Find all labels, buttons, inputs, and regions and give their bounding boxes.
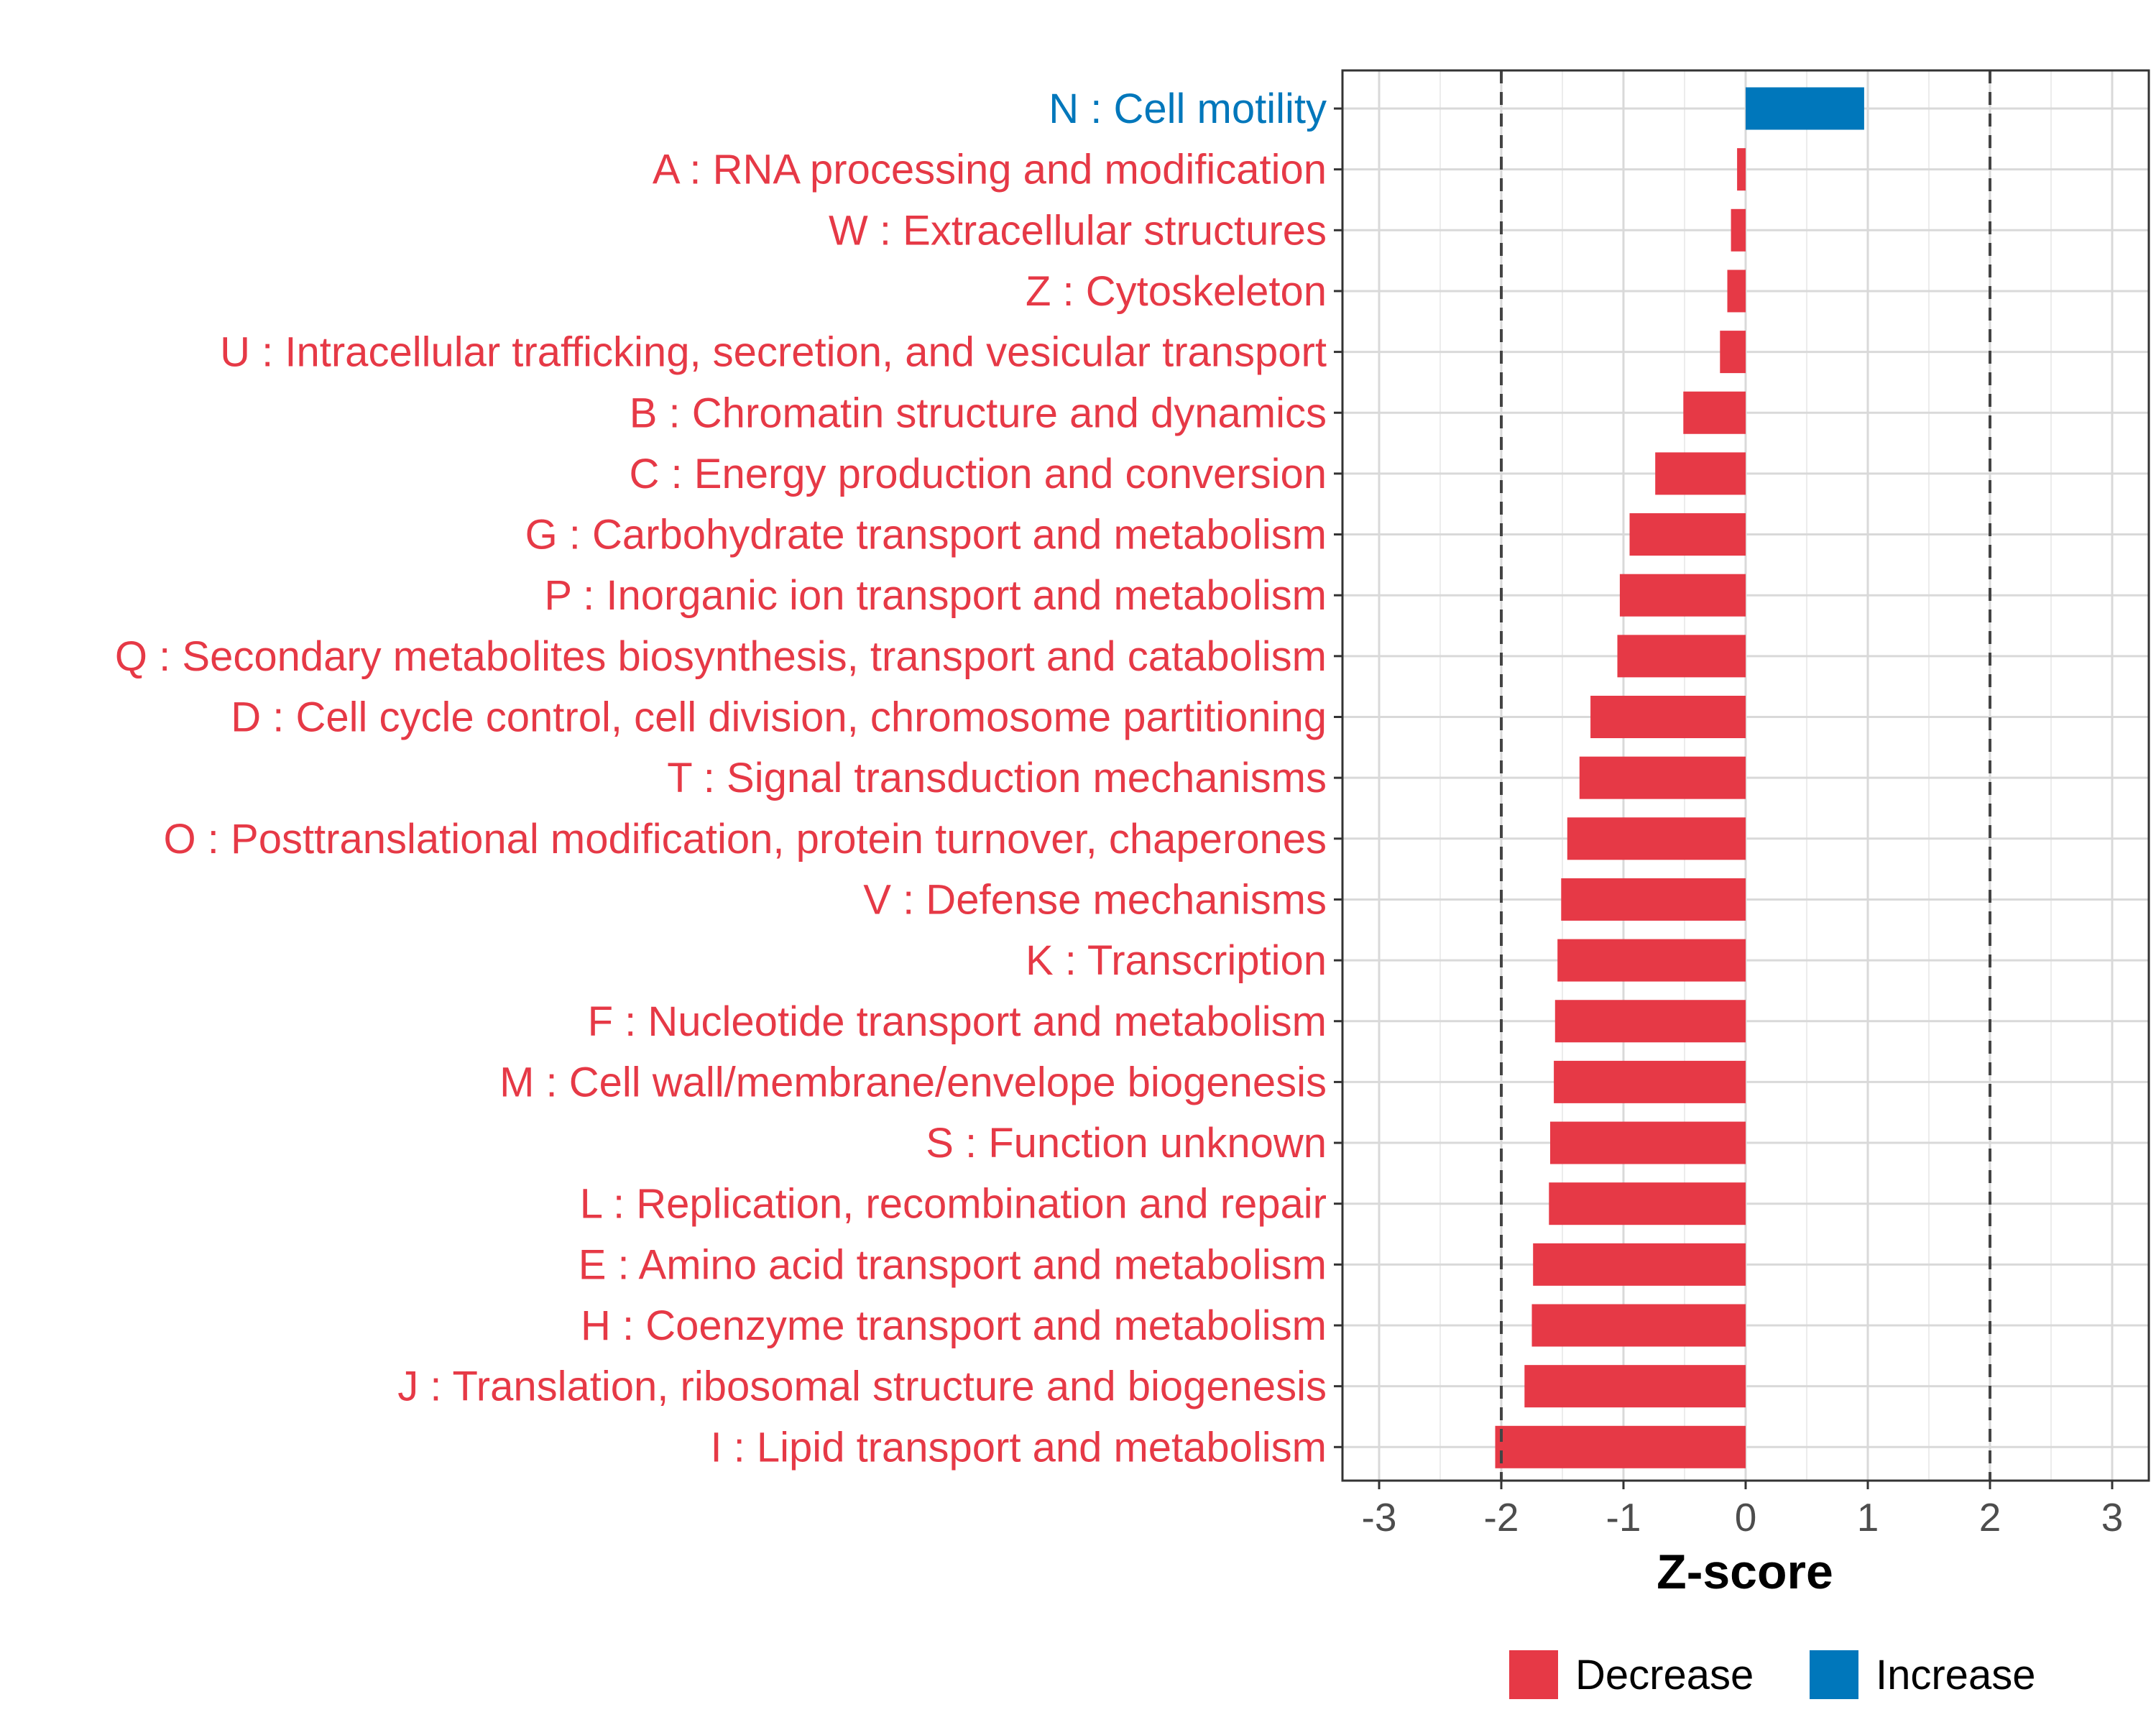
bar xyxy=(1550,1121,1746,1164)
category-label: L : Replication, recombination and repai… xyxy=(580,1181,1327,1228)
category-label: T : Signal transduction mechanisms xyxy=(667,755,1327,801)
bar xyxy=(1531,1304,1746,1347)
category-label: J : Translation, ribosomal structure and… xyxy=(397,1363,1327,1410)
x-tick-label: 0 xyxy=(1735,1495,1757,1540)
category-label: D : Cell cycle control, cell division, c… xyxy=(231,694,1327,741)
category-label: P : Inorganic ion transport and metaboli… xyxy=(544,572,1327,619)
category-label: K : Transcription xyxy=(1026,937,1327,984)
legend-label-increase: Increase xyxy=(1876,1652,2035,1698)
category-label: A : RNA processing and modification xyxy=(653,147,1327,193)
bar xyxy=(1495,1425,1746,1468)
x-axis: -3 -2 -1 0 1 2 3 xyxy=(1362,1481,2124,1540)
bar xyxy=(1557,939,1746,982)
category-label: E : Amino acid transport and metabolism xyxy=(579,1241,1327,1288)
bar xyxy=(1567,817,1746,860)
bar xyxy=(1746,87,1864,130)
category-label: M : Cell wall/membrane/envelope biogenes… xyxy=(499,1059,1327,1105)
legend-label-decrease: Decrease xyxy=(1575,1652,1754,1698)
category-labels: N : Cell motility A : RNA processing and … xyxy=(115,86,1342,1471)
category-label: V : Defense mechanisms xyxy=(863,876,1327,923)
x-tick-label: -1 xyxy=(1606,1495,1641,1540)
x-tick-label: 3 xyxy=(2101,1495,2124,1540)
category-label: Z : Cytoskeleton xyxy=(1026,268,1327,315)
legend-swatch-decrease xyxy=(1509,1650,1558,1699)
bar xyxy=(1731,208,1746,252)
category-label: I : Lipid transport and metabolism xyxy=(710,1424,1327,1471)
bar xyxy=(1554,1060,1746,1103)
bar xyxy=(1655,452,1746,495)
bar xyxy=(1629,513,1746,556)
category-label: B : Chromatin structure and dynamics xyxy=(630,390,1327,436)
bar xyxy=(1590,696,1746,738)
category-label: N : Cell motility xyxy=(1049,86,1327,132)
category-label: S : Function unknown xyxy=(926,1120,1327,1167)
category-label: H : Coenzyme transport and metabolism xyxy=(581,1302,1327,1349)
bar xyxy=(1549,1182,1746,1225)
category-label: Q : Secondary metabolites biosynthesis, … xyxy=(115,633,1327,680)
bar xyxy=(1737,148,1746,191)
category-label: F : Nucleotide transport and metabolism xyxy=(588,998,1327,1045)
legend-swatch-increase xyxy=(1810,1650,1858,1699)
x-tick-label: 1 xyxy=(1857,1495,1879,1540)
category-label: U : Intracellular trafficking, secretion… xyxy=(220,329,1327,376)
bar xyxy=(1727,270,1746,313)
bar xyxy=(1619,574,1746,617)
bar xyxy=(1524,1365,1746,1408)
x-tick-label: 2 xyxy=(1979,1495,2001,1540)
x-axis-title: Z-score xyxy=(1657,1545,1833,1599)
category-label: G : Carbohydrate transport and metabolis… xyxy=(525,512,1327,558)
category-label: W : Extracellular structures xyxy=(829,207,1327,254)
category-label: O : Posttranslational modification, prot… xyxy=(164,816,1327,862)
bar xyxy=(1533,1243,1746,1286)
x-tick-label: -3 xyxy=(1362,1495,1397,1540)
x-tick-label: -2 xyxy=(1484,1495,1519,1540)
bar xyxy=(1579,756,1746,799)
bar xyxy=(1683,391,1746,434)
plot-panel xyxy=(1341,69,2150,1482)
bar xyxy=(1720,331,1746,374)
bar xyxy=(1554,1000,1746,1043)
legend: Decrease Increase xyxy=(1509,1650,2035,1699)
bar xyxy=(1617,635,1746,678)
category-label: C : Energy production and conversion xyxy=(630,451,1327,497)
bar xyxy=(1561,878,1746,921)
